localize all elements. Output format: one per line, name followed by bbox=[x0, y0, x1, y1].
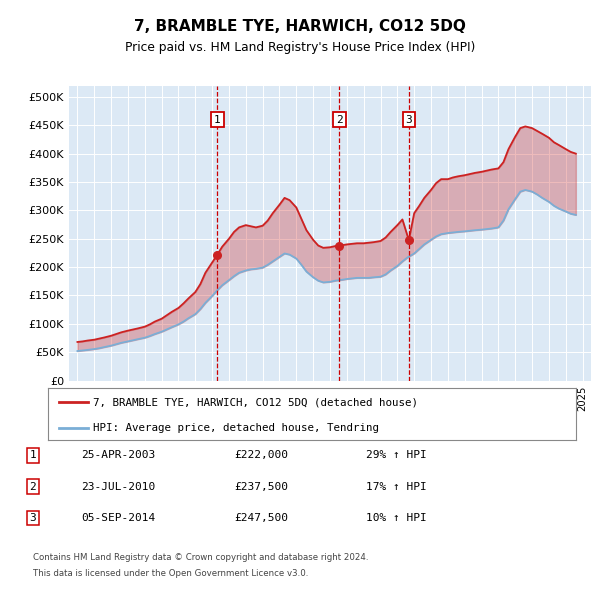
Text: £237,500: £237,500 bbox=[234, 482, 288, 491]
Text: 29% ↑ HPI: 29% ↑ HPI bbox=[366, 451, 427, 460]
Text: 3: 3 bbox=[406, 114, 412, 124]
Text: 1: 1 bbox=[214, 114, 221, 124]
Text: Contains HM Land Registry data © Crown copyright and database right 2024.: Contains HM Land Registry data © Crown c… bbox=[33, 553, 368, 562]
Text: 05-SEP-2014: 05-SEP-2014 bbox=[81, 513, 155, 523]
Text: 2: 2 bbox=[336, 114, 343, 124]
Text: This data is licensed under the Open Government Licence v3.0.: This data is licensed under the Open Gov… bbox=[33, 569, 308, 578]
Text: 10% ↑ HPI: 10% ↑ HPI bbox=[366, 513, 427, 523]
Text: 7, BRAMBLE TYE, HARWICH, CO12 5DQ: 7, BRAMBLE TYE, HARWICH, CO12 5DQ bbox=[134, 19, 466, 34]
Text: 7, BRAMBLE TYE, HARWICH, CO12 5DQ (detached house): 7, BRAMBLE TYE, HARWICH, CO12 5DQ (detac… bbox=[93, 397, 418, 407]
Text: £222,000: £222,000 bbox=[234, 451, 288, 460]
Text: £247,500: £247,500 bbox=[234, 513, 288, 523]
Text: 1: 1 bbox=[29, 451, 37, 460]
Text: 25-APR-2003: 25-APR-2003 bbox=[81, 451, 155, 460]
Text: 3: 3 bbox=[29, 513, 37, 523]
Text: 23-JUL-2010: 23-JUL-2010 bbox=[81, 482, 155, 491]
Text: 2: 2 bbox=[29, 482, 37, 491]
Text: 17% ↑ HPI: 17% ↑ HPI bbox=[366, 482, 427, 491]
Text: HPI: Average price, detached house, Tendring: HPI: Average price, detached house, Tend… bbox=[93, 423, 379, 433]
Text: Price paid vs. HM Land Registry's House Price Index (HPI): Price paid vs. HM Land Registry's House … bbox=[125, 41, 475, 54]
